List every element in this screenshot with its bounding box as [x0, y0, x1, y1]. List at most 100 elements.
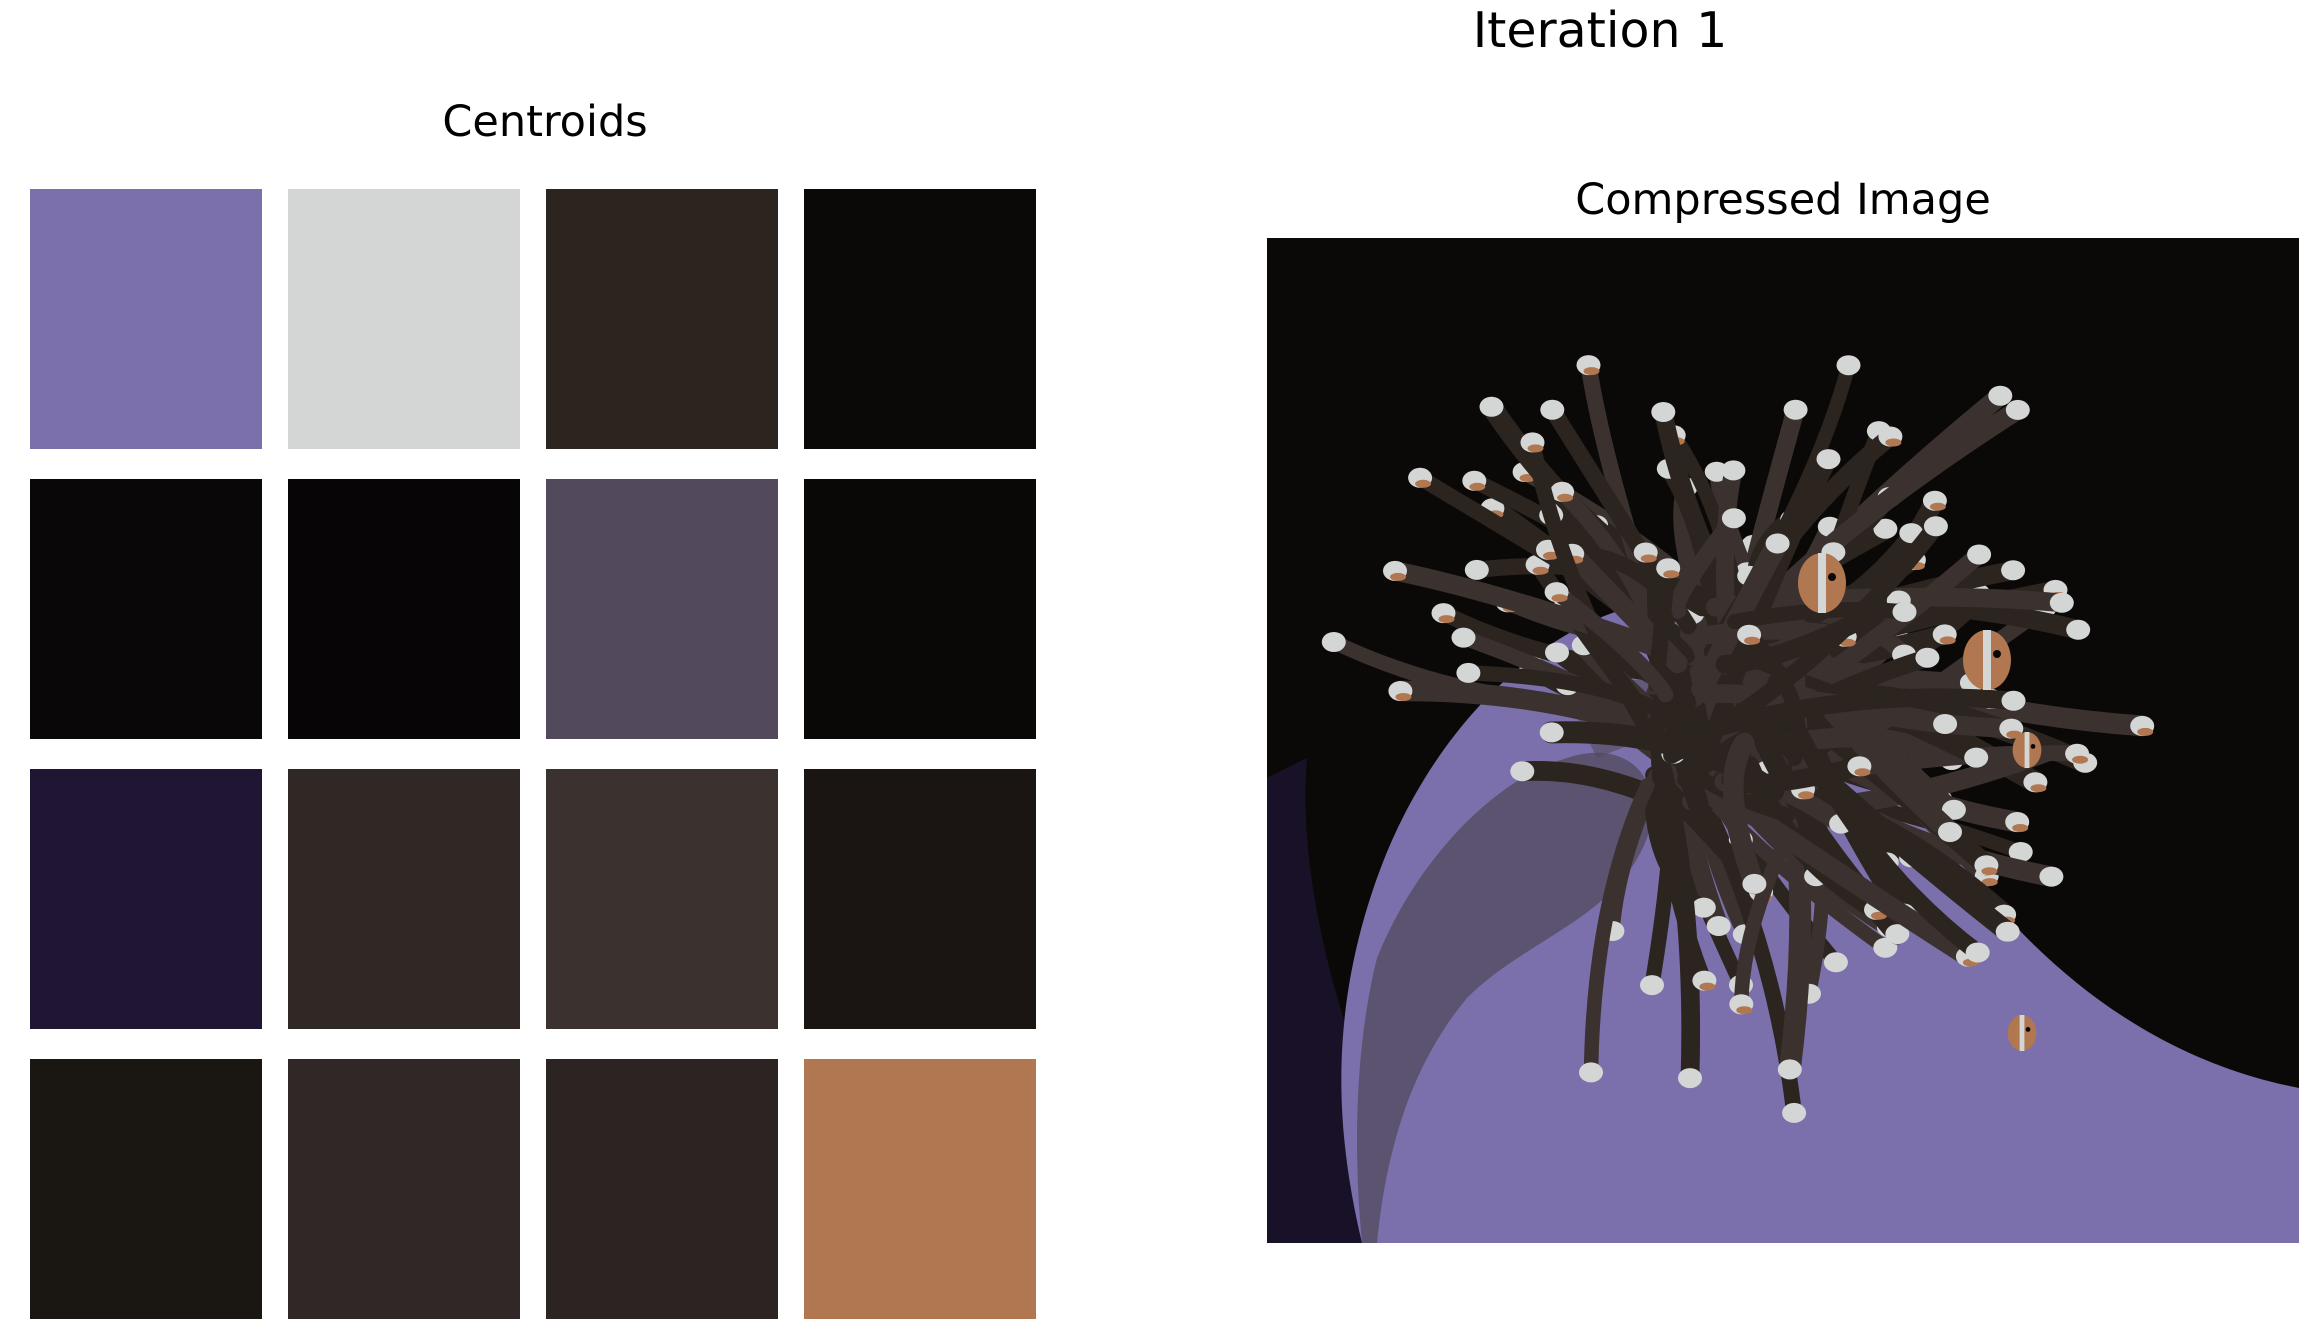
tentacle — [1562, 543, 1688, 674]
tentacle — [1460, 665, 1678, 725]
tentacle-tip-shade — [1532, 566, 1549, 575]
tentacle — [1668, 509, 1743, 619]
centroid-swatch — [804, 769, 1036, 1029]
tentacle-tip — [1933, 714, 1958, 734]
tentacle-tip-shade — [1543, 551, 1559, 560]
tentacle-tip — [1321, 632, 1346, 652]
tentacle-tip — [1995, 921, 2020, 942]
tentacle-tip — [1923, 516, 1948, 537]
tentacle-tip-shade — [1981, 867, 1998, 876]
tentacle-tip-shade — [1640, 554, 1657, 563]
tentacle-tip — [1464, 559, 1489, 580]
centroid-swatch — [804, 479, 1036, 739]
centroid-swatch — [546, 479, 778, 739]
tentacle-tip-shade — [1981, 878, 1998, 887]
tentacle-tip-shade — [2012, 824, 2029, 832]
tentacle-tip — [1721, 508, 1746, 529]
tentacle-tip-shade — [1929, 502, 1946, 511]
centroid-swatch — [288, 1059, 520, 1319]
tentacle-tip — [1510, 761, 1535, 782]
centroid-swatch — [288, 189, 520, 449]
tentacle-tip — [1479, 396, 1504, 417]
tentacle-tip-shade — [1469, 482, 1486, 491]
tentacle-tip — [2049, 592, 2074, 613]
tentacle-tip — [1965, 942, 1990, 963]
tentacle-tip — [1873, 518, 1898, 539]
tentacle-tip — [2005, 399, 2030, 420]
tentacle-tip — [1721, 460, 1746, 481]
tentacle-tip — [1451, 627, 1476, 648]
tentacle-tip — [1777, 1059, 1802, 1080]
centroid-swatch — [30, 1059, 262, 1319]
tentacle-tip — [1691, 897, 1716, 918]
centroid-swatch — [30, 189, 262, 449]
centroid-swatch — [804, 1059, 1036, 1319]
tentacle-tip-shade — [1871, 911, 1887, 920]
centroid-swatch-grid — [30, 189, 1036, 1320]
tentacle-tip — [1706, 916, 1731, 936]
clownfish-stripe — [2024, 732, 2030, 768]
centroid-swatch — [546, 189, 778, 449]
tentacle-tip — [2001, 690, 2026, 711]
tentacle — [1735, 697, 2018, 942]
tentacle-tip — [1941, 799, 1966, 820]
tentacle-tip — [1816, 449, 1841, 470]
centroid-swatch — [288, 769, 520, 1029]
anemone-illustration — [1267, 238, 2299, 1243]
clownfish-eye — [2030, 744, 2036, 749]
tentacle-tip-shade — [1527, 444, 1544, 453]
tentacle-tip-shade — [1744, 636, 1761, 645]
tentacle-tip — [1782, 1102, 1807, 1123]
centroid-swatch — [546, 1059, 778, 1319]
clownfish-eye — [1993, 650, 2001, 658]
tentacle-tip-shade — [1736, 1006, 1753, 1015]
tentacle-tip-shade — [1551, 594, 1568, 603]
clownfish-stripe — [1983, 630, 1991, 690]
figure-suptitle: Iteration 1 — [1472, 2, 1728, 59]
tentacle-tip-shade — [1438, 615, 1455, 624]
clownfish-stripe — [2019, 1015, 2025, 1051]
tentacle — [1741, 627, 1806, 766]
tentacle-tip — [1783, 399, 1808, 420]
tentacle-tip — [1836, 355, 1861, 376]
tentacle-tip — [1742, 873, 1767, 894]
tentacle-tip-shade — [1854, 768, 1871, 777]
tentacle — [1663, 517, 1945, 764]
tentacle-tip — [1545, 642, 1569, 663]
centroids-title: Centroids — [442, 97, 648, 147]
tentacle-tip-shade — [2072, 755, 2089, 764]
tentacle — [1326, 634, 1659, 714]
centroid-swatch — [30, 479, 262, 739]
tentacle-tip-shade — [1583, 367, 1600, 376]
tentacle-tip — [2008, 842, 2033, 862]
compressed-image-title: Compressed Image — [1575, 175, 1991, 225]
clownfish-eye — [2025, 1027, 2031, 1032]
tentacle-tip-shade — [1390, 572, 1406, 581]
tentacle-tip — [1539, 722, 1564, 743]
tentacle-tip — [1892, 602, 1917, 622]
tentacle-tip-shade — [1939, 636, 1956, 645]
tentacle — [1697, 450, 1838, 764]
tentacle-tip — [1885, 924, 1910, 945]
tentacle — [1385, 561, 1675, 661]
clownfish-eye — [1828, 573, 1836, 581]
centroid-swatch — [546, 769, 778, 1029]
body-shadow — [1357, 752, 1653, 1243]
tentacle-tip — [1540, 399, 1565, 420]
tentacle-tip — [2001, 560, 2026, 581]
compressed-image — [1267, 238, 2299, 1243]
clownfish-stripe — [1818, 553, 1826, 613]
centroid-swatch — [288, 479, 520, 739]
tentacle-tip — [1579, 1062, 1603, 1083]
tentacle-tip — [1823, 952, 1848, 973]
dark-rock — [1267, 758, 1427, 1243]
tentacle-tip-shade — [1885, 438, 1902, 447]
tentacle-tip-shade — [1557, 493, 1574, 502]
tentacle — [1691, 532, 1789, 700]
tentacle-tip-shade — [1798, 791, 1814, 800]
tentacle-tip-shade — [1415, 479, 1432, 488]
tentacle — [1728, 795, 1978, 967]
tentacle — [1742, 400, 2028, 628]
tentacle-tip — [1938, 822, 1962, 842]
tentacle — [1583, 778, 1655, 1080]
